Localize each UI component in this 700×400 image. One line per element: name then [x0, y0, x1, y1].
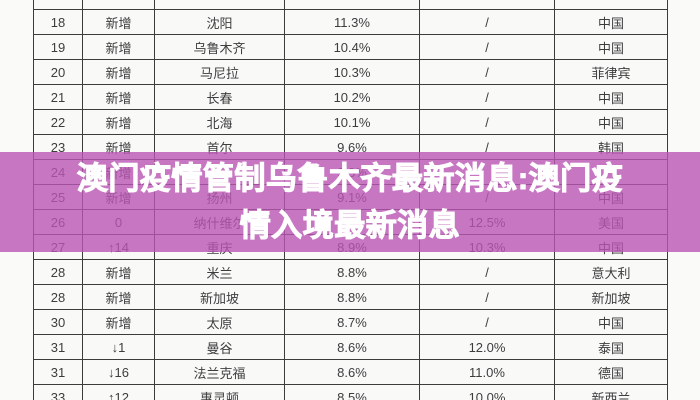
cell-pct2: / [419, 59, 555, 85]
cell-pct2: / [419, 9, 555, 35]
cell-change: 新增 [82, 259, 155, 285]
cell-rank: 31 [33, 334, 83, 360]
cell-country: 中国 [554, 309, 668, 335]
table-row: 21 新增 长春 10.2% / 中国 [33, 84, 668, 110]
cell-city: 太原 [154, 309, 285, 335]
cell-pct1: 10.1% [284, 109, 420, 135]
cell-country-partial [554, 0, 668, 10]
cell-pct1: 8.6% [284, 334, 420, 360]
cell-city: 惠灵顿 [154, 384, 285, 400]
cell-rank: 28 [33, 259, 83, 285]
cell-change: ↓1 [82, 334, 155, 360]
headline-banner[interactable]: 澳门疫情管制乌鲁木齐最新消息:澳门疫 情入境最新消息 [0, 152, 700, 252]
cell-pct1: 8.6% [284, 359, 420, 385]
table-row: 22 新增 北海 10.1% / 中国 [33, 109, 668, 135]
cell-rank: 21 [33, 84, 83, 110]
table-row: 31 ↓1 曼谷 8.6% 12.0% 泰国 [33, 334, 668, 360]
cell-change-partial [82, 0, 155, 10]
cell-change: 新增 [82, 109, 155, 135]
cell-change: 新增 [82, 34, 155, 60]
cell-pct2: 12.0% [419, 334, 555, 360]
cell-city: 曼谷 [154, 334, 285, 360]
cell-country: 中国 [554, 34, 668, 60]
cell-pct1: 8.5% [284, 384, 420, 400]
cell-city: 北海 [154, 109, 285, 135]
cell-pct2: / [419, 309, 555, 335]
cell-country: 新加坡 [554, 284, 668, 310]
cell-country: 德国 [554, 359, 668, 385]
cell-city: 法兰克福 [154, 359, 285, 385]
cell-rank: 22 [33, 109, 83, 135]
cell-city: 长春 [154, 84, 285, 110]
table-row: 18 新增 沈阳 11.3% / 中国 [33, 9, 668, 35]
cell-pct2: 10.0% [419, 384, 555, 400]
cell-pct1: 10.3% [284, 59, 420, 85]
cell-change: 新增 [82, 309, 155, 335]
cell-rank: 31 [33, 359, 83, 385]
table-row: 20 新增 马尼拉 10.3% / 菲律宾 [33, 59, 668, 85]
cell-change: 新增 [82, 59, 155, 85]
cell-country: 泰国 [554, 334, 668, 360]
cell-country: 中国 [554, 109, 668, 135]
cell-change: 新增 [82, 84, 155, 110]
cell-pct2-partial [419, 0, 555, 10]
cell-city: 乌鲁木齐 [154, 34, 285, 60]
cell-pct2: 11.0% [419, 359, 555, 385]
cell-rank-partial [33, 0, 83, 10]
cell-rank: 28 [33, 284, 83, 310]
cell-pct2: / [419, 284, 555, 310]
cell-pct1: 8.8% [284, 259, 420, 285]
table-row: 28 新增 新加坡 8.8% / 新加坡 [33, 284, 668, 310]
cell-pct1-partial [284, 0, 420, 10]
cell-pct1: 11.3% [284, 9, 420, 35]
headline-line-1: 澳门疫情管制乌鲁木齐最新消息:澳门疫 [76, 161, 624, 197]
cell-change: ↓16 [82, 359, 155, 385]
table-row: 31 ↓16 法兰克福 8.6% 11.0% 德国 [33, 359, 668, 385]
cell-city: 沈阳 [154, 9, 285, 35]
cell-rank: 19 [33, 34, 83, 60]
table-row [33, 0, 668, 10]
cell-change: ↑12 [82, 384, 155, 400]
cell-rank: 20 [33, 59, 83, 85]
cell-rank: 18 [33, 9, 83, 35]
table-row: 19 新增 乌鲁木齐 10.4% / 中国 [33, 34, 668, 60]
cell-city: 新加坡 [154, 284, 285, 310]
table-row: 28 新增 米兰 8.8% / 意大利 [33, 259, 668, 285]
cell-country: 中国 [554, 9, 668, 35]
cell-country: 菲律宾 [554, 59, 668, 85]
cell-pct2: / [419, 34, 555, 60]
cell-change: 新增 [82, 9, 155, 35]
cell-country: 意大利 [554, 259, 668, 285]
table-row: 33 ↑12 惠灵顿 8.5% 10.0% 新西兰 [33, 384, 668, 400]
cell-change: 新增 [82, 284, 155, 310]
cell-pct2: / [419, 109, 555, 135]
cell-city: 马尼拉 [154, 59, 285, 85]
cell-rank: 33 [33, 384, 83, 400]
headline-line-2: 情入境最新消息 [239, 208, 461, 244]
cell-pct1: 10.2% [284, 84, 420, 110]
cell-rank: 30 [33, 309, 83, 335]
cell-pct2: / [419, 84, 555, 110]
cell-pct1: 8.8% [284, 284, 420, 310]
cell-pct1: 10.4% [284, 34, 420, 60]
cell-city-partial [154, 0, 285, 10]
cell-country: 新西兰 [554, 384, 668, 400]
cell-city: 米兰 [154, 259, 285, 285]
table-row: 30 新增 太原 8.7% / 中国 [33, 309, 668, 335]
cell-country: 中国 [554, 84, 668, 110]
cell-pct1: 8.7% [284, 309, 420, 335]
cell-pct2: / [419, 259, 555, 285]
